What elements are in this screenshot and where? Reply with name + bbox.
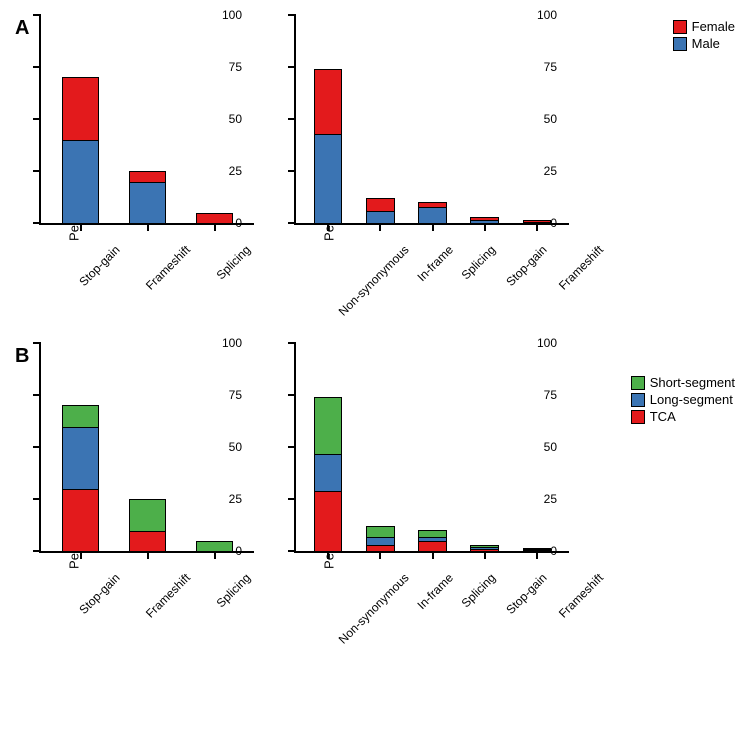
stacked-bar xyxy=(314,69,343,223)
legend-swatch xyxy=(673,20,687,34)
x-tick-label: Stop-gain xyxy=(45,233,113,313)
bar-segment xyxy=(419,207,446,223)
legend-swatch xyxy=(673,37,687,51)
row-b: B Percentage of variants (%)0255075100St… xyxy=(15,343,735,641)
bar-segment xyxy=(63,78,98,140)
bar-segment xyxy=(367,211,394,223)
chart-a-right: Percentage of variants (%)0255075100Non-… xyxy=(294,15,569,313)
chart-a-left: Percentage of variants (%)0255075100Stop… xyxy=(39,15,254,313)
bar-segment xyxy=(419,541,446,551)
stacked-bar xyxy=(314,397,343,551)
x-tick-label: Splicing xyxy=(180,561,248,641)
legend-label: Long-segment xyxy=(650,392,733,407)
x-tick-label: Splicing xyxy=(180,233,248,313)
chart-pair-a: Percentage of variants (%)0255075100Stop… xyxy=(39,15,569,313)
bar-segment xyxy=(315,491,342,551)
bar-segment xyxy=(367,199,394,211)
plot-area: 0255075100 xyxy=(294,15,569,225)
bar-segment xyxy=(367,537,394,545)
bar-slot xyxy=(459,15,511,223)
stacked-bar xyxy=(129,499,166,551)
x-tick-label: Non-synonymous xyxy=(300,233,393,313)
stacked-bar xyxy=(62,405,99,551)
bar-segment xyxy=(315,454,342,491)
bar-segment xyxy=(63,140,98,223)
bar-segment xyxy=(130,500,165,531)
x-tick-label: Frameshift xyxy=(113,561,181,641)
plot-area: 0255075100 xyxy=(39,15,254,225)
bar-segment xyxy=(130,182,165,223)
row-a: A Percentage of variants (%)0255075100St… xyxy=(15,15,735,313)
stacked-bar xyxy=(196,213,233,223)
bar-slot xyxy=(459,343,511,551)
stacked-bar xyxy=(196,541,233,551)
bar-slot xyxy=(354,15,406,223)
bar-slot xyxy=(47,343,114,551)
bar-segment xyxy=(315,134,342,223)
bar-slot xyxy=(302,343,354,551)
bar-segment xyxy=(63,489,98,551)
legend-item: Short-segment xyxy=(631,375,735,390)
legend-item: Male xyxy=(673,36,735,51)
x-tick-label: Non-synonymous xyxy=(300,561,393,641)
bar-slot xyxy=(47,15,114,223)
bar-segment xyxy=(197,214,232,223)
bar-segment xyxy=(315,398,342,454)
bar-slot xyxy=(114,343,181,551)
bar-slot xyxy=(114,15,181,223)
x-tick-label: Frameshift xyxy=(113,233,181,313)
legend-label: Short-segment xyxy=(650,375,735,390)
legend-panel-a: Female Male xyxy=(673,19,735,51)
legend-label: Male xyxy=(692,36,720,51)
bar-segment xyxy=(130,172,165,182)
legend-label: Female xyxy=(692,19,735,34)
bar-slot xyxy=(511,343,563,551)
legend-label: TCA xyxy=(650,409,676,424)
stacked-bar xyxy=(418,202,447,223)
legend-item: TCA xyxy=(631,409,735,424)
bar-segment xyxy=(367,527,394,537)
x-tick-label: Stop-gain xyxy=(45,561,113,641)
bar-segment xyxy=(63,427,98,489)
bar-slot xyxy=(511,15,563,223)
stacked-bar xyxy=(366,526,395,551)
bar-slot xyxy=(406,15,458,223)
bar-segment xyxy=(63,406,98,427)
bar-segment xyxy=(197,542,232,551)
legend-item: Female xyxy=(673,19,735,34)
legend-item: Long-segment xyxy=(631,392,735,407)
bar-segment xyxy=(315,70,342,134)
bar-slot xyxy=(181,343,248,551)
legend-swatch xyxy=(631,393,645,407)
bar-slot xyxy=(354,343,406,551)
chart-b-right: Percentage of variants (%)0255075100Non-… xyxy=(294,343,569,641)
legend-swatch xyxy=(631,376,645,390)
stacked-bar xyxy=(366,198,395,223)
bar-slot xyxy=(181,15,248,223)
stacked-bar xyxy=(418,530,447,551)
legend-panel-b: Short-segment Long-segment TCA xyxy=(631,375,735,424)
chart-b-left: Percentage of variants (%)0255075100Stop… xyxy=(39,343,254,641)
legend-swatch xyxy=(631,410,645,424)
chart-pair-b: Percentage of variants (%)0255075100Stop… xyxy=(39,343,569,641)
plot-area: 0255075100 xyxy=(39,343,254,553)
figure: FemaleMale Short-segmentLong-segmentTCA … xyxy=(15,15,735,641)
bar-slot xyxy=(406,343,458,551)
bar-slot xyxy=(302,15,354,223)
stacked-bar xyxy=(129,171,166,223)
plot-area: 0255075100 xyxy=(294,343,569,553)
bar-segment xyxy=(130,531,165,551)
stacked-bar xyxy=(62,77,99,223)
